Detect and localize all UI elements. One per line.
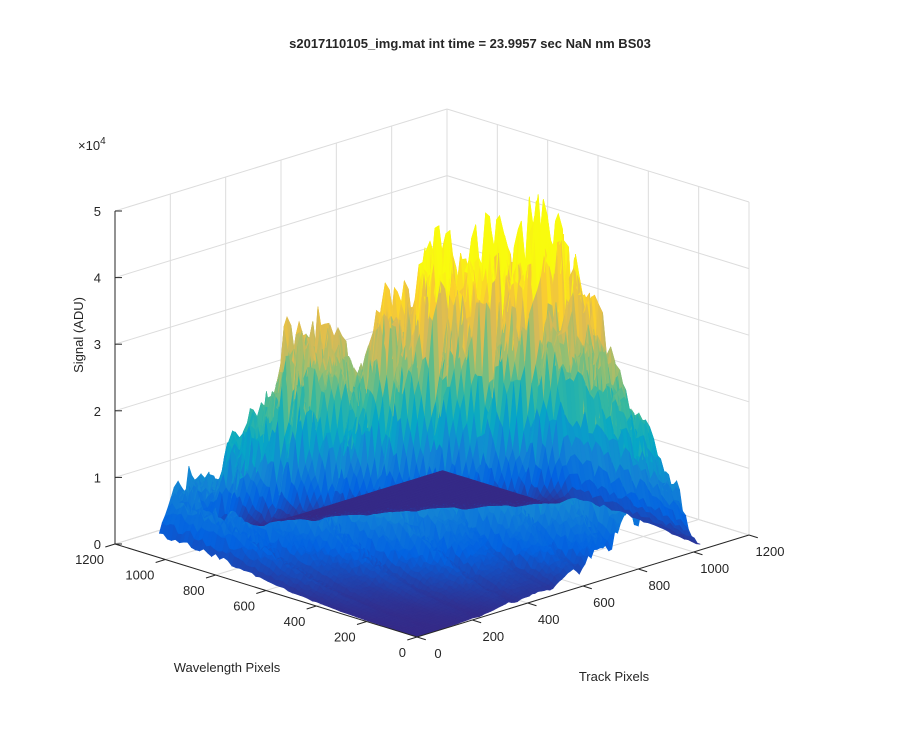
grid-line bbox=[114, 108, 448, 212]
grid-line bbox=[114, 175, 448, 279]
grid-line bbox=[114, 241, 448, 345]
grid-line bbox=[446, 175, 750, 270]
surface bbox=[158, 194, 701, 638]
grid-line bbox=[446, 108, 750, 203]
